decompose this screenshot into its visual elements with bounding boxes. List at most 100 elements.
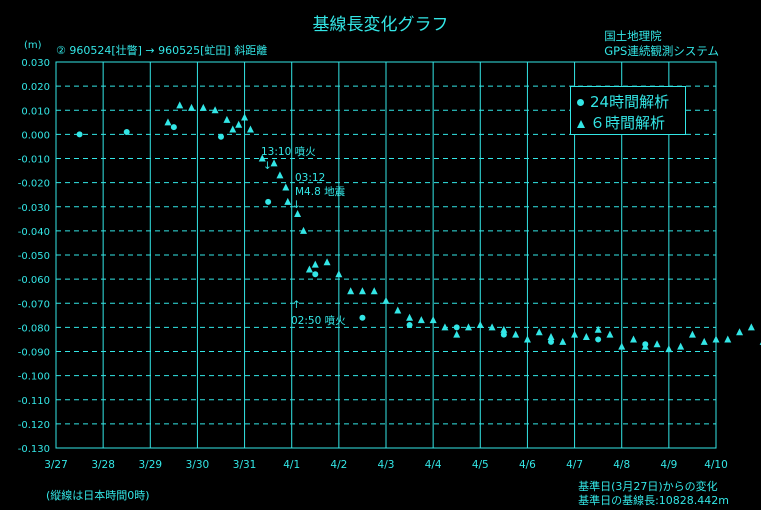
data-point-6h — [276, 171, 284, 179]
x-tick-label: 4/2 — [330, 459, 347, 471]
data-point-6h — [370, 287, 378, 295]
data-point-24h — [265, 198, 272, 205]
y-tick-label: -0.090 — [18, 348, 50, 359]
data-point-6h — [712, 335, 720, 343]
data-point-24h — [548, 338, 554, 345]
data-point-6h — [164, 118, 172, 126]
x-tick-label: 4/8 — [613, 459, 630, 471]
data-point-6h — [246, 125, 254, 133]
y-tick-label: -0.040 — [18, 227, 50, 238]
data-point-6h — [406, 313, 414, 321]
y-tick-label: 0.010 — [21, 106, 50, 117]
annotation-quake-time: 03:12 — [295, 172, 325, 184]
x-tick-label: 3/31 — [233, 459, 257, 471]
data-point-6h — [176, 101, 184, 109]
baseline-stations: ② 960524[壮瞥] → 960525[虻田] 斜距離 — [56, 44, 268, 57]
y-tick-label: -0.100 — [18, 372, 50, 383]
x-tick-label: 3/28 — [91, 459, 115, 471]
x-tick-label: 4/10 — [704, 459, 728, 471]
x-tick-label: 4/7 — [566, 459, 583, 471]
organization-label: 国土地理院 GPS連続観測システム — [604, 29, 719, 59]
data-point-24h — [453, 324, 460, 331]
data-point-6h — [284, 197, 292, 205]
data-point-6h — [488, 323, 496, 331]
data-point-6h — [270, 159, 278, 167]
x-tick-label: 4/9 — [660, 459, 677, 471]
legend-label-24h: 24時間解析 — [590, 93, 670, 111]
legend: 24時間解析 ６時間解析 — [570, 86, 686, 135]
x-tick-label: 4/3 — [378, 459, 395, 471]
y-tick-label: -0.060 — [18, 275, 50, 286]
data-point-6h — [688, 330, 696, 338]
data-point-6h — [547, 333, 555, 341]
system-name: GPS連続観測システム — [604, 44, 719, 58]
annotation-eruption-1330: 13:10 噴火 — [261, 146, 316, 158]
y-tick-label: -0.110 — [18, 396, 50, 407]
y-tick-label: -0.080 — [18, 323, 50, 334]
y-tick-label: 0.020 — [21, 82, 50, 93]
data-point-24h — [500, 331, 507, 338]
reference-note: 基準日(3月27日)からの変化 基準日の基線長:10828.442m — [578, 480, 729, 508]
annotation-arrow: ↓ — [292, 199, 301, 211]
data-point-24h — [170, 124, 177, 131]
reference-length-note: 基準日の基線長:10828.442m — [578, 494, 729, 507]
plot-frame — [55, 61, 717, 449]
x-tick-label: 3/30 — [186, 459, 210, 471]
data-point-6h — [582, 333, 590, 341]
chart-title: 基線長変化グラフ — [312, 15, 449, 35]
data-point-24h — [359, 314, 366, 321]
data-point-6h — [294, 209, 302, 217]
data-point-6h — [453, 330, 461, 338]
annotation-arrow: ↑ — [292, 299, 301, 311]
data-point-24h — [595, 336, 602, 343]
data-point-6h — [335, 270, 343, 278]
data-point-24h — [406, 321, 413, 328]
data-point-6h — [535, 328, 543, 336]
x-tick-label: 3/29 — [138, 459, 162, 471]
data-point-6h — [417, 316, 425, 324]
data-point-6h — [747, 323, 755, 331]
data-point-6h — [653, 340, 661, 348]
y-tick-label: -0.020 — [18, 179, 50, 190]
y-tick-label: -0.010 — [18, 155, 50, 166]
y-tick-label: 0.000 — [21, 130, 50, 141]
data-point-6h — [223, 115, 231, 123]
annotation-quake-mag: M4.8 地震 — [295, 185, 346, 198]
data-point-6h — [241, 113, 249, 121]
data-point-6h — [618, 342, 626, 350]
data-point-6h — [188, 103, 196, 111]
data-point-24h — [76, 131, 83, 138]
data-point-6h — [630, 335, 637, 343]
y-tick-label: -0.030 — [18, 203, 50, 214]
data-point-6h — [305, 265, 313, 273]
legend-item-6h: ６時間解析 — [577, 112, 665, 133]
data-point-6h — [300, 226, 307, 234]
data-point-6h — [323, 258, 331, 266]
data-point-6h — [441, 323, 449, 331]
data-point-6h — [523, 335, 531, 343]
y-tick-label: -0.120 — [18, 420, 50, 431]
data-point-6h — [736, 328, 744, 336]
x-tick-label: 4/6 — [519, 459, 536, 471]
legend-item-24h: 24時間解析 — [577, 91, 669, 112]
y-tick-label: -0.070 — [18, 299, 50, 310]
data-point-6h — [347, 287, 355, 295]
y-tick-label: 0.030 — [21, 58, 50, 69]
x-tick-label: 4/1 — [283, 459, 300, 471]
data-point-6h — [358, 287, 366, 295]
data-point-6h — [571, 330, 579, 338]
data-point-24h — [123, 128, 130, 135]
legend-label-6h: ６時間解析 — [590, 114, 666, 132]
data-point-6h — [665, 345, 673, 353]
data-point-6h — [724, 335, 732, 343]
vertical-line-note: (縦線は日本時間0時) — [46, 489, 150, 502]
data-point-6h — [512, 330, 520, 338]
data-point-6h — [394, 306, 402, 314]
data-point-6h — [429, 316, 437, 324]
reference-date-note: 基準日(3月27日)からの変化 — [578, 480, 718, 493]
data-point-6h — [211, 106, 219, 114]
triangle-marker-icon — [577, 119, 585, 128]
data-point-6h — [382, 296, 390, 304]
organization-name: 国土地理院 — [604, 29, 662, 43]
data-point-6h — [641, 342, 649, 350]
